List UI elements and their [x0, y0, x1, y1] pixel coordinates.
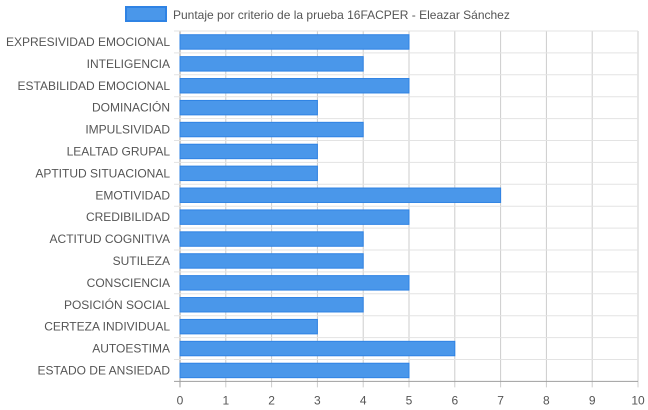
- category-label: INTELIGENCIA: [87, 57, 170, 71]
- category-label: CERTEZA INDIVIDUAL: [44, 320, 170, 334]
- category-label: LEALTAD GRUPAL: [67, 144, 171, 158]
- category-label: AUTOESTIMA: [92, 342, 170, 356]
- bar[interactable]: [179, 165, 318, 182]
- category-label: ESTADO DE ANSIEDAD: [38, 363, 171, 377]
- x-tick-label: 8: [543, 393, 550, 407]
- bar[interactable]: [179, 78, 410, 94]
- x-tick-label: 2: [268, 393, 275, 407]
- bar[interactable]: [179, 340, 456, 357]
- category-label: DOMINACIÓN: [92, 100, 170, 115]
- bar[interactable]: [179, 143, 318, 160]
- bar[interactable]: [179, 297, 364, 313]
- x-tick-label: 5: [406, 393, 413, 407]
- x-tick-label: 3: [314, 393, 321, 407]
- x-tick-label: 6: [451, 393, 458, 407]
- category-label: APTITUD SITUACIONAL: [35, 166, 170, 180]
- bar[interactable]: [179, 209, 410, 225]
- category-label: EMOTIVIDAD: [95, 188, 170, 202]
- x-tick-label: 0: [177, 393, 184, 407]
- bar[interactable]: [179, 275, 410, 291]
- x-tick-label: 9: [589, 393, 596, 407]
- category-label: ESTABILIDAD EMOCIONAL: [18, 79, 171, 93]
- bar[interactable]: [179, 318, 318, 335]
- category-label: EXPRESIVIDAD EMOCIONAL: [6, 35, 170, 49]
- bars: [179, 34, 502, 379]
- legend[interactable]: Puntaje por criterio de la prueba 16FACP…: [125, 6, 510, 22]
- category-label: CONSCIENCIA: [87, 276, 170, 290]
- x-tick-label: 10: [631, 393, 645, 407]
- category-label: CREDIBILIDAD: [86, 210, 170, 224]
- x-tick-label: 1: [222, 393, 229, 407]
- bar[interactable]: [179, 187, 502, 203]
- category-label: ACTITUD COGNITIVA: [50, 232, 170, 246]
- category-labels: EXPRESIVIDAD EMOCIONAL INTELIGENCIA ESTABI…: [6, 35, 170, 378]
- bar[interactable]: [179, 231, 364, 247]
- x-tick-label: 7: [497, 393, 504, 407]
- x-axis-ticks: 0 1 2 3 4 5 6 7 8 9 10: [177, 393, 645, 407]
- bar[interactable]: [179, 99, 318, 116]
- category-label: SUTILEZA: [113, 254, 170, 268]
- bar[interactable]: [179, 362, 410, 379]
- legend-swatch: [125, 6, 167, 22]
- bar[interactable]: [179, 56, 364, 72]
- bar[interactable]: [179, 34, 410, 50]
- bar[interactable]: [179, 253, 364, 269]
- category-label: POSICIÓN SOCIAL: [64, 297, 170, 312]
- legend-label: Puntaje por criterio de la prueba 16FACP…: [173, 8, 510, 22]
- category-label: IMPULSIVIDAD: [85, 123, 170, 137]
- bar[interactable]: [179, 121, 364, 138]
- x-tick-label: 4: [360, 393, 367, 407]
